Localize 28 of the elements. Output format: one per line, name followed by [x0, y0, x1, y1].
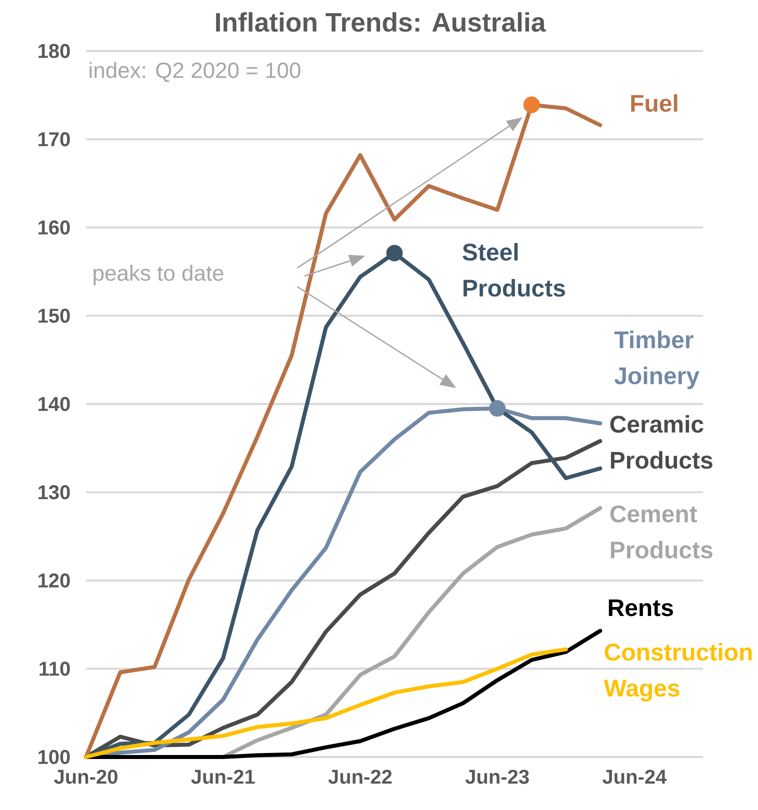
- annotation: index: Q2 2020 = 100: [90, 62, 300, 82]
- x-tick-label: Jun-21: [191, 770, 255, 784]
- chart-title: Inflation Trends: Australia: [216, 12, 546, 32]
- series-label: Construction Wages: [604, 643, 752, 702]
- x-tick-label: Jun-22: [328, 770, 392, 784]
- y-tick-label: 150: [38, 308, 70, 323]
- x-tick-label: Jun-20: [54, 770, 118, 784]
- series-label: Ceramic Products: [610, 415, 712, 469]
- point: [489, 400, 506, 417]
- y-tick-label: 130: [38, 485, 70, 500]
- y-tick-label: 100: [38, 750, 70, 764]
- series-label: Rents: [608, 599, 673, 616]
- y-tick-label: 180: [38, 44, 70, 58]
- series-label: Fuel: [631, 94, 678, 112]
- y-tick-label: 140: [38, 396, 70, 412]
- y-tick-label: 120: [38, 573, 70, 588]
- series-label: Cement Products: [610, 505, 712, 558]
- annotation: peaks to date: [94, 264, 224, 286]
- x-tick-label: Jun-24: [602, 770, 667, 784]
- line-series: [84, 647, 568, 759]
- y-tick-label: 110: [40, 662, 70, 676]
- series-label: Steel Products: [462, 243, 565, 297]
- x-tick-label: Jun-23: [465, 770, 529, 784]
- point: [386, 244, 403, 262]
- series-label: Timber Joinery: [614, 330, 700, 390]
- point: [523, 96, 540, 114]
- y-tick-label: 170: [38, 132, 70, 146]
- y-tick-label: 160: [38, 220, 70, 235]
